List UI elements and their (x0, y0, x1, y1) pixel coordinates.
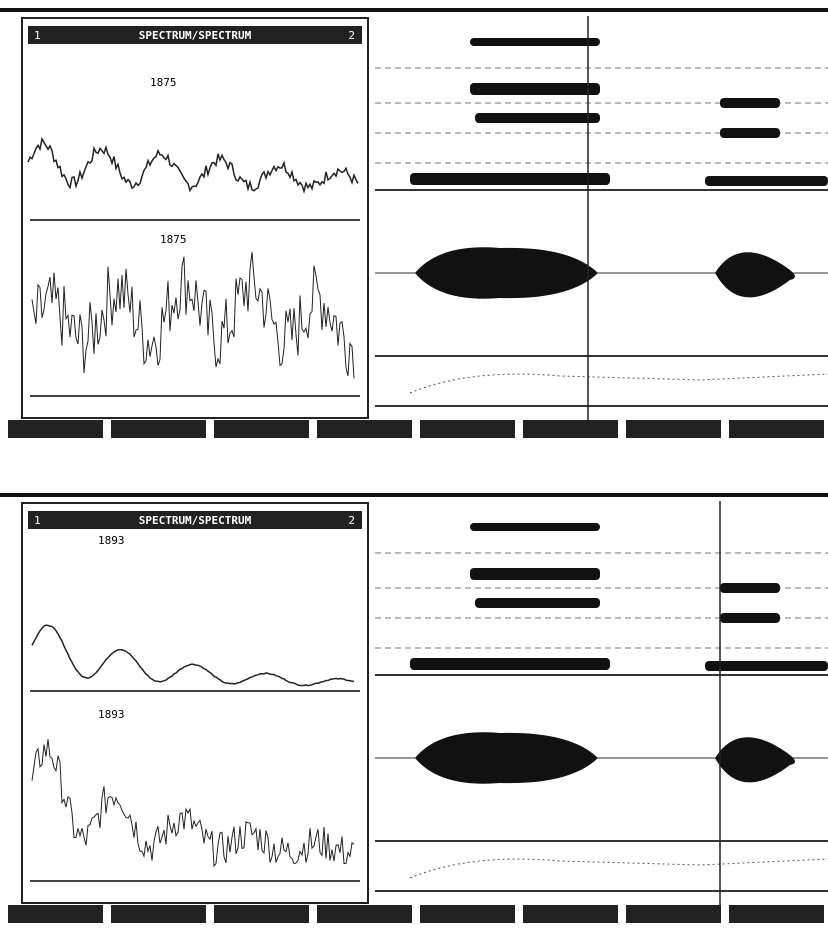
lower-frequency-label: 1893 (98, 708, 125, 721)
formant-band (470, 83, 600, 95)
formant-band (705, 661, 828, 671)
formant-band (720, 98, 780, 108)
waveform (715, 737, 795, 782)
window-number: 2 (348, 514, 355, 527)
analysis-window: 1 SPECTRUM/SPECTRUM 2 1893 1893 (0, 493, 828, 923)
waveform (415, 732, 598, 783)
window-title: SPECTRUM/SPECTRUM (139, 514, 252, 527)
screenshot: 1 SPECTRUM/SPECTRUM 2 1875 1875 1 SPECTRUM/SPE… (0, 0, 828, 931)
function-key[interactable] (317, 420, 412, 438)
upper-frequency-label: 1875 (150, 76, 177, 89)
function-key[interactable] (729, 905, 824, 923)
function-key[interactable] (111, 905, 206, 923)
formant-band (475, 598, 600, 608)
formant-band (720, 613, 780, 623)
formant-band (410, 173, 610, 185)
window-number: 1 (34, 514, 41, 527)
lower-frequency-label: 1875 (160, 233, 187, 246)
function-key[interactable] (317, 905, 412, 923)
spectrum-window (22, 503, 368, 903)
window-number: 1 (34, 29, 41, 42)
pitch-contour (410, 859, 828, 878)
formant-band (410, 658, 610, 670)
top-border (0, 8, 828, 12)
spectrum-window (22, 18, 368, 418)
formant-band (720, 583, 780, 593)
top-border (0, 493, 828, 497)
waveform (715, 252, 795, 297)
pitch-contour (410, 374, 828, 393)
function-key[interactable] (420, 420, 515, 438)
function-key[interactable] (214, 905, 309, 923)
function-key[interactable] (626, 905, 721, 923)
formant-band (470, 523, 600, 531)
function-key[interactable] (8, 420, 103, 438)
function-key[interactable] (111, 420, 206, 438)
window-title: SPECTRUM/SPECTRUM (139, 29, 252, 42)
function-key[interactable] (214, 420, 309, 438)
function-key[interactable] (523, 905, 618, 923)
function-key[interactable] (729, 420, 824, 438)
waveform (415, 247, 598, 298)
formant-band (720, 128, 780, 138)
window-number: 2 (348, 29, 355, 42)
formant-band (470, 38, 600, 46)
upper-frequency-label: 1893 (98, 534, 125, 547)
function-key[interactable] (8, 905, 103, 923)
formant-band (475, 113, 600, 123)
function-key[interactable] (523, 420, 618, 438)
analysis-window: 1 SPECTRUM/SPECTRUM 2 1875 1875 (0, 8, 828, 438)
formant-band (470, 568, 600, 580)
formant-band (705, 176, 828, 186)
function-key[interactable] (420, 905, 515, 923)
function-key[interactable] (626, 420, 721, 438)
